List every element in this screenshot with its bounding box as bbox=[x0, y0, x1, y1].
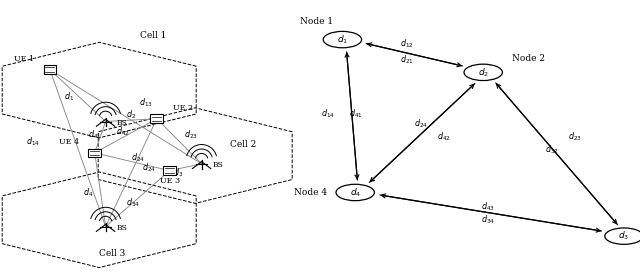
Text: $d_1$: $d_1$ bbox=[64, 91, 74, 103]
Text: Cell 1: Cell 1 bbox=[140, 31, 167, 40]
Text: UE 1: UE 1 bbox=[14, 55, 34, 63]
Text: $d_2$: $d_2$ bbox=[126, 109, 136, 121]
Text: $d_{41}$: $d_{41}$ bbox=[88, 128, 102, 141]
Text: $d_1$: $d_1$ bbox=[337, 33, 348, 46]
Circle shape bbox=[336, 184, 374, 201]
Text: $d_{21}$: $d_{21}$ bbox=[400, 54, 414, 66]
Text: BS: BS bbox=[117, 224, 128, 232]
Text: BS: BS bbox=[213, 161, 224, 169]
Text: $d_{23}$: $d_{23}$ bbox=[568, 131, 582, 143]
Text: $d_{42}$: $d_{42}$ bbox=[436, 130, 451, 143]
Text: $d_{24}$: $d_{24}$ bbox=[413, 118, 428, 130]
FancyBboxPatch shape bbox=[163, 166, 176, 175]
Text: $d_{34}$: $d_{34}$ bbox=[481, 213, 495, 226]
Text: $d_{24}$: $d_{24}$ bbox=[141, 162, 156, 174]
Text: $d_3$: $d_3$ bbox=[173, 166, 183, 179]
Text: $d_2$: $d_2$ bbox=[477, 66, 489, 79]
Text: BS: BS bbox=[117, 119, 128, 127]
FancyBboxPatch shape bbox=[88, 149, 101, 157]
Text: $d_{42}$: $d_{42}$ bbox=[116, 125, 130, 138]
Text: $d_4$: $d_4$ bbox=[349, 186, 361, 199]
Circle shape bbox=[323, 31, 362, 48]
Text: UE 2: UE 2 bbox=[173, 104, 193, 112]
Text: $d_{32}$: $d_{32}$ bbox=[545, 144, 559, 156]
Circle shape bbox=[464, 64, 502, 81]
FancyBboxPatch shape bbox=[150, 114, 163, 123]
Text: $d_4$: $d_4$ bbox=[83, 186, 93, 199]
FancyBboxPatch shape bbox=[44, 65, 56, 74]
Text: UE 3: UE 3 bbox=[159, 177, 180, 185]
Text: $d_{23}$: $d_{23}$ bbox=[184, 129, 198, 141]
Text: $d_{14}$: $d_{14}$ bbox=[26, 136, 40, 148]
Text: Cell 3: Cell 3 bbox=[99, 250, 125, 258]
Text: UE 4: UE 4 bbox=[59, 138, 79, 146]
Text: $d_{12}$: $d_{12}$ bbox=[400, 37, 414, 50]
Text: $d_{43}$: $d_{43}$ bbox=[481, 200, 495, 213]
Text: Node 4: Node 4 bbox=[294, 188, 327, 197]
Text: $d_{14}$: $d_{14}$ bbox=[321, 107, 335, 120]
Text: Node 2: Node 2 bbox=[511, 54, 545, 63]
Text: $d_{13}$: $d_{13}$ bbox=[139, 96, 153, 109]
Text: $d_3$: $d_3$ bbox=[618, 230, 630, 242]
Text: $d_{41}$: $d_{41}$ bbox=[349, 107, 363, 120]
Text: Node 1: Node 1 bbox=[300, 17, 333, 26]
Text: Cell 2: Cell 2 bbox=[230, 140, 257, 149]
Circle shape bbox=[605, 228, 640, 244]
Text: $d_{24}$: $d_{24}$ bbox=[131, 152, 145, 164]
Text: $d_{34}$: $d_{34}$ bbox=[125, 196, 140, 209]
